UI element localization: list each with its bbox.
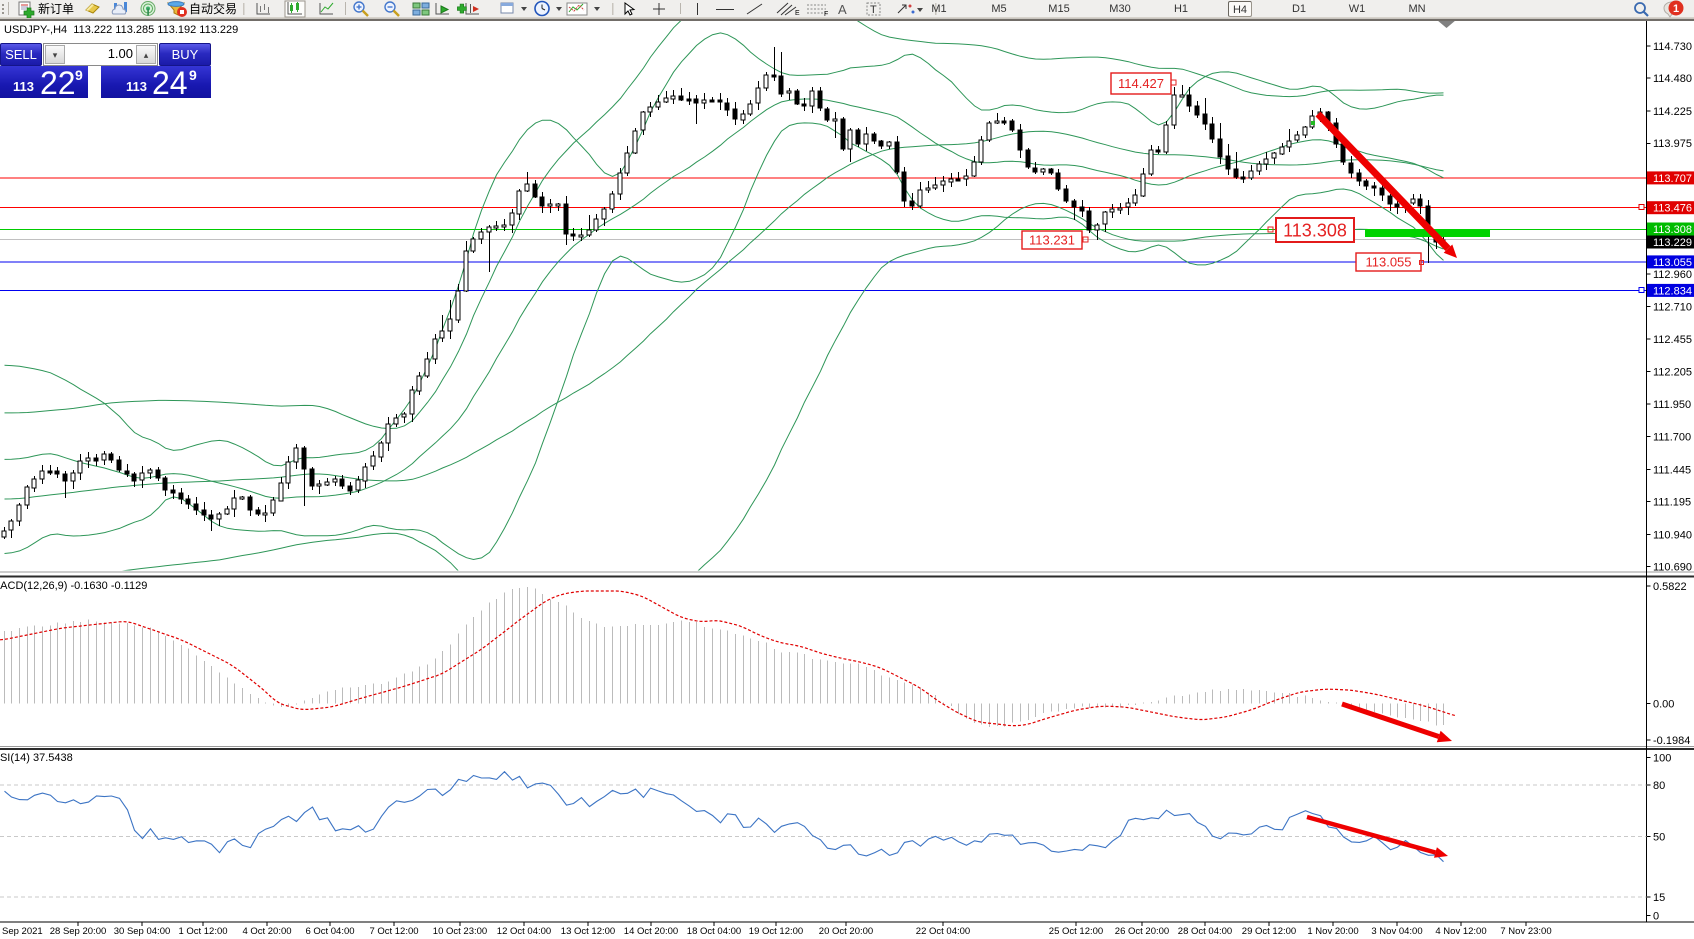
svg-text:-0.1984: -0.1984 — [1653, 735, 1690, 747]
svg-text:114.427: 114.427 — [1118, 76, 1164, 91]
svg-text:113.055: 113.055 — [1365, 255, 1411, 270]
svg-text:自动交易: 自动交易 — [189, 1, 237, 16]
svg-text:12 Oct 04:00: 12 Oct 04:00 — [497, 926, 551, 937]
svg-text:新订单: 新订单 — [38, 1, 74, 16]
svg-text:113.308: 113.308 — [1653, 224, 1692, 236]
svg-text:80: 80 — [1653, 780, 1665, 792]
svg-text:111.700: 111.700 — [1653, 431, 1691, 443]
svg-text:1 Oct 12:00: 1 Oct 12:00 — [178, 926, 227, 937]
svg-text:22 Oct 04:00: 22 Oct 04:00 — [916, 926, 970, 937]
svg-text:111.195: 111.195 — [1653, 496, 1691, 508]
svg-text:F: F — [824, 11, 828, 18]
svg-text:110.940: 110.940 — [1653, 529, 1692, 541]
svg-text:112.960: 112.960 — [1653, 269, 1692, 281]
svg-text:100: 100 — [1653, 752, 1671, 764]
svg-text:0.00: 0.00 — [1653, 698, 1674, 710]
svg-text:1: 1 — [1673, 3, 1679, 15]
svg-text:T: T — [870, 4, 877, 16]
svg-text:7 Oct 12:00: 7 Oct 12:00 — [369, 926, 418, 937]
svg-text:111.445: 111.445 — [1653, 464, 1691, 476]
svg-text:4 Nov 12:00: 4 Nov 12:00 — [1435, 926, 1486, 937]
svg-text:15: 15 — [1653, 892, 1665, 904]
svg-text:111.950: 111.950 — [1653, 399, 1691, 411]
svg-text:113.975: 113.975 — [1653, 138, 1692, 150]
svg-text:114.480: 114.480 — [1653, 73, 1692, 85]
svg-text:112.710: 112.710 — [1653, 301, 1692, 313]
svg-text:30 Sep 04:00: 30 Sep 04:00 — [114, 926, 171, 937]
svg-text:Sep 2021: Sep 2021 — [2, 926, 43, 937]
svg-text:MACD(12,26,9) -0.1630 -0.1129: MACD(12,26,9) -0.1630 -0.1129 — [0, 580, 147, 592]
svg-text:114.225: 114.225 — [1653, 106, 1692, 118]
svg-text:0: 0 — [1653, 910, 1659, 922]
svg-text:20 Oct 20:00: 20 Oct 20:00 — [819, 926, 873, 937]
svg-text:A: A — [838, 2, 847, 17]
svg-text:113.229: 113.229 — [1653, 237, 1692, 249]
svg-text:26 Oct 20:00: 26 Oct 20:00 — [1115, 926, 1169, 937]
svg-text:1 Nov 20:00: 1 Nov 20:00 — [1307, 926, 1358, 937]
svg-text:113.476: 113.476 — [1653, 203, 1692, 215]
svg-text:6 Oct 04:00: 6 Oct 04:00 — [305, 926, 354, 937]
svg-text:3 Nov 04:00: 3 Nov 04:00 — [1371, 926, 1422, 937]
svg-text:USDJPY-,H4 113.222 113.285 11: USDJPY-,H4 113.222 113.285 113.192 113.2… — [4, 24, 238, 36]
svg-text:110.690: 110.690 — [1653, 562, 1692, 574]
svg-text:112.455: 112.455 — [1653, 334, 1692, 346]
svg-text:28 Oct 04:00: 28 Oct 04:00 — [1178, 926, 1232, 937]
svg-text:29 Oct 12:00: 29 Oct 12:00 — [1242, 926, 1296, 937]
svg-text:113.707: 113.707 — [1653, 173, 1692, 185]
svg-text:4 Oct 20:00: 4 Oct 20:00 — [242, 926, 291, 937]
svg-text:0.5822: 0.5822 — [1653, 581, 1687, 593]
svg-text:112.205: 112.205 — [1653, 366, 1692, 378]
svg-text:113.055: 113.055 — [1653, 257, 1692, 269]
svg-text:25 Oct 12:00: 25 Oct 12:00 — [1049, 926, 1103, 937]
svg-text:RSI(14) 37.5438: RSI(14) 37.5438 — [0, 752, 73, 764]
svg-text:114.730: 114.730 — [1653, 41, 1692, 53]
svg-text:28 Sep 20:00: 28 Sep 20:00 — [50, 926, 107, 937]
svg-text:13 Oct 12:00: 13 Oct 12:00 — [561, 926, 615, 937]
svg-text:19 Oct 12:00: 19 Oct 12:00 — [749, 926, 803, 937]
svg-text:7 Nov 23:00: 7 Nov 23:00 — [1500, 926, 1551, 937]
svg-text:112.834: 112.834 — [1653, 285, 1692, 297]
svg-text:18 Oct 04:00: 18 Oct 04:00 — [687, 926, 741, 937]
svg-text:10 Oct 23:00: 10 Oct 23:00 — [433, 926, 487, 937]
svg-text:113.308: 113.308 — [1283, 220, 1347, 240]
svg-text:E: E — [795, 10, 800, 17]
svg-text:50: 50 — [1653, 831, 1665, 843]
svg-text:113.231: 113.231 — [1029, 233, 1075, 248]
svg-text:14 Oct 20:00: 14 Oct 20:00 — [624, 926, 678, 937]
